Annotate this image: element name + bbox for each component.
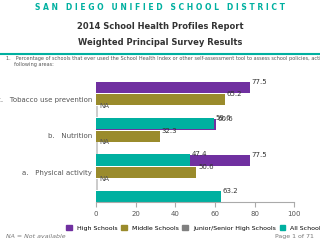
Bar	[96, 143, 98, 154]
Bar	[96, 191, 221, 202]
Bar	[96, 106, 98, 117]
Text: NA = Not available: NA = Not available	[6, 234, 66, 239]
Text: Weighted Principal Survey Results: Weighted Principal Survey Results	[78, 38, 242, 47]
Text: NA: NA	[99, 103, 109, 109]
Text: b.   Nutrition: b. Nutrition	[48, 133, 92, 139]
Text: S A N   D I E G O   U N I F I E D   S C H O O L   D I S T R I C T: S A N D I E G O U N I F I E D S C H O O …	[35, 3, 285, 12]
Bar	[96, 155, 250, 166]
Text: 63.2: 63.2	[223, 188, 239, 194]
Bar	[96, 119, 216, 130]
Bar	[96, 118, 214, 129]
Text: a.   Physical activity: a. Physical activity	[22, 170, 92, 176]
Text: 60.6: 60.6	[218, 115, 234, 121]
Bar	[96, 94, 225, 105]
Text: 2014 School Health Profiles Report: 2014 School Health Profiles Report	[77, 22, 243, 30]
Text: Page 1 of 71: Page 1 of 71	[275, 234, 314, 239]
Text: NA: NA	[99, 139, 109, 145]
Text: 77.5: 77.5	[251, 152, 267, 158]
Bar	[96, 131, 160, 142]
Text: 65.2: 65.2	[227, 91, 243, 97]
Legend: High Schools, Middle Schools, Junior/Senior High Schools, All Schools: High Schools, Middle Schools, Junior/Sen…	[66, 225, 320, 231]
Bar	[96, 82, 250, 93]
Text: 59.6: 59.6	[216, 115, 231, 121]
Text: 32.3: 32.3	[162, 127, 177, 133]
Text: 50.6: 50.6	[198, 164, 214, 170]
Text: NA: NA	[99, 176, 109, 182]
Text: 47.4: 47.4	[192, 151, 207, 157]
Text: 77.5: 77.5	[251, 79, 267, 85]
Bar	[96, 154, 190, 166]
Text: 1.   Percentage of schools that ever used the School Health Index or other self-: 1. Percentage of schools that ever used …	[6, 56, 320, 67]
Text: c.   Tobacco use prevention: c. Tobacco use prevention	[0, 97, 92, 103]
Bar	[96, 179, 98, 190]
Bar	[96, 167, 196, 178]
